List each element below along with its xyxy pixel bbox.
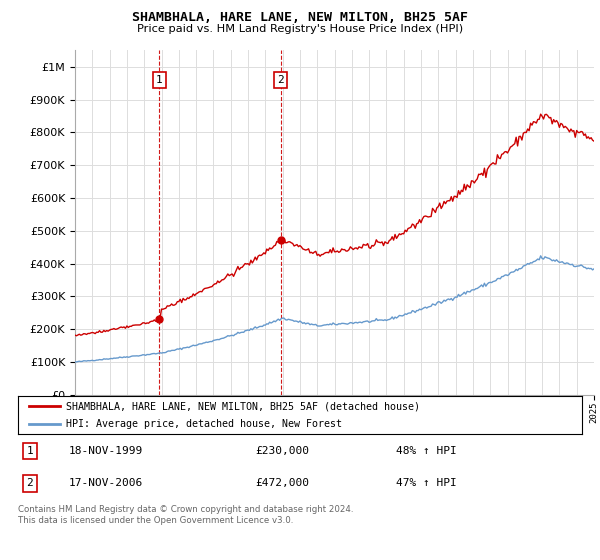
Text: SHAMBHALA, HARE LANE, NEW MILTON, BH25 5AF: SHAMBHALA, HARE LANE, NEW MILTON, BH25 5… <box>132 11 468 24</box>
Text: HPI: Average price, detached house, New Forest: HPI: Average price, detached house, New … <box>66 419 342 429</box>
Text: 48% ↑ HPI: 48% ↑ HPI <box>396 446 457 456</box>
Text: 17-NOV-2006: 17-NOV-2006 <box>69 478 143 488</box>
Text: 2: 2 <box>26 478 33 488</box>
Text: 47% ↑ HPI: 47% ↑ HPI <box>396 478 457 488</box>
Text: 18-NOV-1999: 18-NOV-1999 <box>69 446 143 456</box>
Text: £230,000: £230,000 <box>255 446 309 456</box>
Text: 2: 2 <box>277 75 284 85</box>
Text: £472,000: £472,000 <box>255 478 309 488</box>
Text: 1: 1 <box>156 75 163 85</box>
Text: Price paid vs. HM Land Registry's House Price Index (HPI): Price paid vs. HM Land Registry's House … <box>137 24 463 34</box>
Text: SHAMBHALA, HARE LANE, NEW MILTON, BH25 5AF (detached house): SHAMBHALA, HARE LANE, NEW MILTON, BH25 5… <box>66 401 420 411</box>
Text: Contains HM Land Registry data © Crown copyright and database right 2024.
This d: Contains HM Land Registry data © Crown c… <box>18 505 353 525</box>
Text: 1: 1 <box>26 446 33 456</box>
